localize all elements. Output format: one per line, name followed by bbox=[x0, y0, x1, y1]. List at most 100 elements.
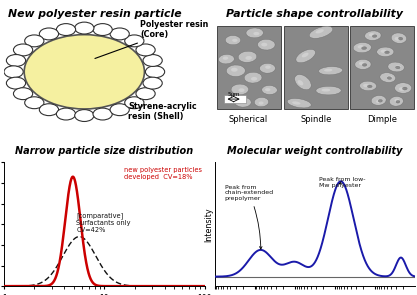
Ellipse shape bbox=[261, 43, 267, 47]
Circle shape bbox=[75, 22, 94, 34]
Ellipse shape bbox=[251, 77, 257, 81]
Ellipse shape bbox=[363, 84, 369, 87]
Circle shape bbox=[39, 104, 58, 116]
Ellipse shape bbox=[394, 37, 400, 41]
Circle shape bbox=[125, 35, 144, 47]
Ellipse shape bbox=[377, 47, 394, 57]
Ellipse shape bbox=[296, 49, 315, 63]
FancyBboxPatch shape bbox=[350, 26, 414, 109]
Circle shape bbox=[39, 28, 58, 40]
Ellipse shape bbox=[362, 63, 367, 66]
Ellipse shape bbox=[254, 97, 269, 107]
Ellipse shape bbox=[231, 68, 238, 72]
Circle shape bbox=[146, 66, 165, 78]
Ellipse shape bbox=[395, 66, 400, 69]
Ellipse shape bbox=[302, 53, 309, 57]
Ellipse shape bbox=[394, 83, 412, 93]
Circle shape bbox=[93, 108, 112, 120]
Text: Molecular weight controllability: Molecular weight controllability bbox=[227, 146, 402, 156]
Ellipse shape bbox=[394, 99, 399, 102]
Ellipse shape bbox=[387, 77, 392, 79]
Circle shape bbox=[6, 77, 25, 89]
Text: Polyester resin
(Core): Polyester resin (Core) bbox=[95, 20, 209, 58]
Ellipse shape bbox=[380, 73, 396, 82]
Text: new polyester particles
developed  CV=18%: new polyester particles developed CV=18% bbox=[124, 167, 202, 180]
Ellipse shape bbox=[262, 86, 277, 94]
Ellipse shape bbox=[355, 59, 371, 69]
Circle shape bbox=[143, 77, 162, 89]
Ellipse shape bbox=[376, 100, 381, 103]
Ellipse shape bbox=[235, 97, 251, 107]
Ellipse shape bbox=[239, 88, 245, 92]
Ellipse shape bbox=[362, 47, 367, 50]
Ellipse shape bbox=[298, 80, 303, 86]
Circle shape bbox=[13, 44, 33, 56]
Text: Particle shape controllability: Particle shape controllability bbox=[226, 9, 403, 19]
Ellipse shape bbox=[231, 84, 249, 95]
Ellipse shape bbox=[357, 45, 364, 49]
Ellipse shape bbox=[265, 88, 271, 91]
Text: Spindle: Spindle bbox=[300, 115, 332, 124]
Ellipse shape bbox=[238, 100, 244, 104]
Ellipse shape bbox=[396, 100, 400, 103]
Y-axis label: Intensity: Intensity bbox=[204, 207, 213, 242]
Ellipse shape bbox=[265, 65, 271, 69]
Circle shape bbox=[110, 104, 129, 116]
Ellipse shape bbox=[316, 29, 324, 33]
Ellipse shape bbox=[319, 67, 342, 75]
Circle shape bbox=[75, 110, 94, 122]
Ellipse shape bbox=[367, 85, 372, 88]
Ellipse shape bbox=[322, 88, 330, 91]
Ellipse shape bbox=[359, 81, 377, 91]
Ellipse shape bbox=[295, 75, 311, 90]
Text: [comparative]
Surfactants only
CV=42%: [comparative] Surfactants only CV=42% bbox=[76, 212, 131, 232]
Text: Spherical: Spherical bbox=[229, 115, 268, 124]
Ellipse shape bbox=[309, 26, 333, 38]
Ellipse shape bbox=[387, 76, 392, 79]
Ellipse shape bbox=[389, 96, 403, 106]
Ellipse shape bbox=[378, 99, 382, 102]
Ellipse shape bbox=[359, 62, 364, 65]
Ellipse shape bbox=[238, 51, 257, 62]
Ellipse shape bbox=[381, 50, 387, 53]
Text: Peak from
chain-extended
prepolymer: Peak from chain-extended prepolymer bbox=[225, 185, 274, 249]
Circle shape bbox=[6, 55, 25, 66]
Circle shape bbox=[13, 88, 33, 100]
Ellipse shape bbox=[259, 101, 264, 105]
Ellipse shape bbox=[244, 72, 262, 83]
Ellipse shape bbox=[316, 86, 341, 95]
Text: Dimple: Dimple bbox=[367, 115, 397, 124]
Ellipse shape bbox=[391, 33, 407, 43]
Ellipse shape bbox=[399, 37, 403, 40]
Ellipse shape bbox=[259, 63, 275, 73]
Ellipse shape bbox=[258, 39, 275, 50]
Ellipse shape bbox=[384, 51, 389, 54]
FancyBboxPatch shape bbox=[216, 26, 281, 109]
Ellipse shape bbox=[324, 69, 332, 72]
Circle shape bbox=[136, 44, 155, 56]
Text: Peak from low-
Mw polyester: Peak from low- Mw polyester bbox=[319, 177, 365, 188]
Ellipse shape bbox=[395, 65, 401, 69]
Circle shape bbox=[56, 108, 75, 120]
Ellipse shape bbox=[246, 28, 263, 38]
Ellipse shape bbox=[402, 87, 407, 90]
Circle shape bbox=[25, 35, 44, 47]
Circle shape bbox=[24, 35, 144, 109]
Ellipse shape bbox=[245, 56, 252, 60]
Circle shape bbox=[143, 55, 162, 66]
Ellipse shape bbox=[372, 35, 377, 37]
Ellipse shape bbox=[371, 96, 386, 105]
Ellipse shape bbox=[225, 35, 241, 45]
Ellipse shape bbox=[369, 33, 374, 36]
Circle shape bbox=[25, 97, 44, 109]
Circle shape bbox=[56, 24, 75, 35]
Ellipse shape bbox=[226, 65, 245, 76]
FancyBboxPatch shape bbox=[224, 95, 246, 104]
Circle shape bbox=[136, 88, 155, 100]
Text: 5μm: 5μm bbox=[227, 92, 240, 97]
Ellipse shape bbox=[399, 87, 405, 91]
Text: Styrene-acrylic
resin (Shell): Styrene-acrylic resin (Shell) bbox=[128, 99, 197, 121]
Circle shape bbox=[4, 66, 23, 78]
Ellipse shape bbox=[223, 57, 228, 60]
Ellipse shape bbox=[232, 39, 238, 42]
